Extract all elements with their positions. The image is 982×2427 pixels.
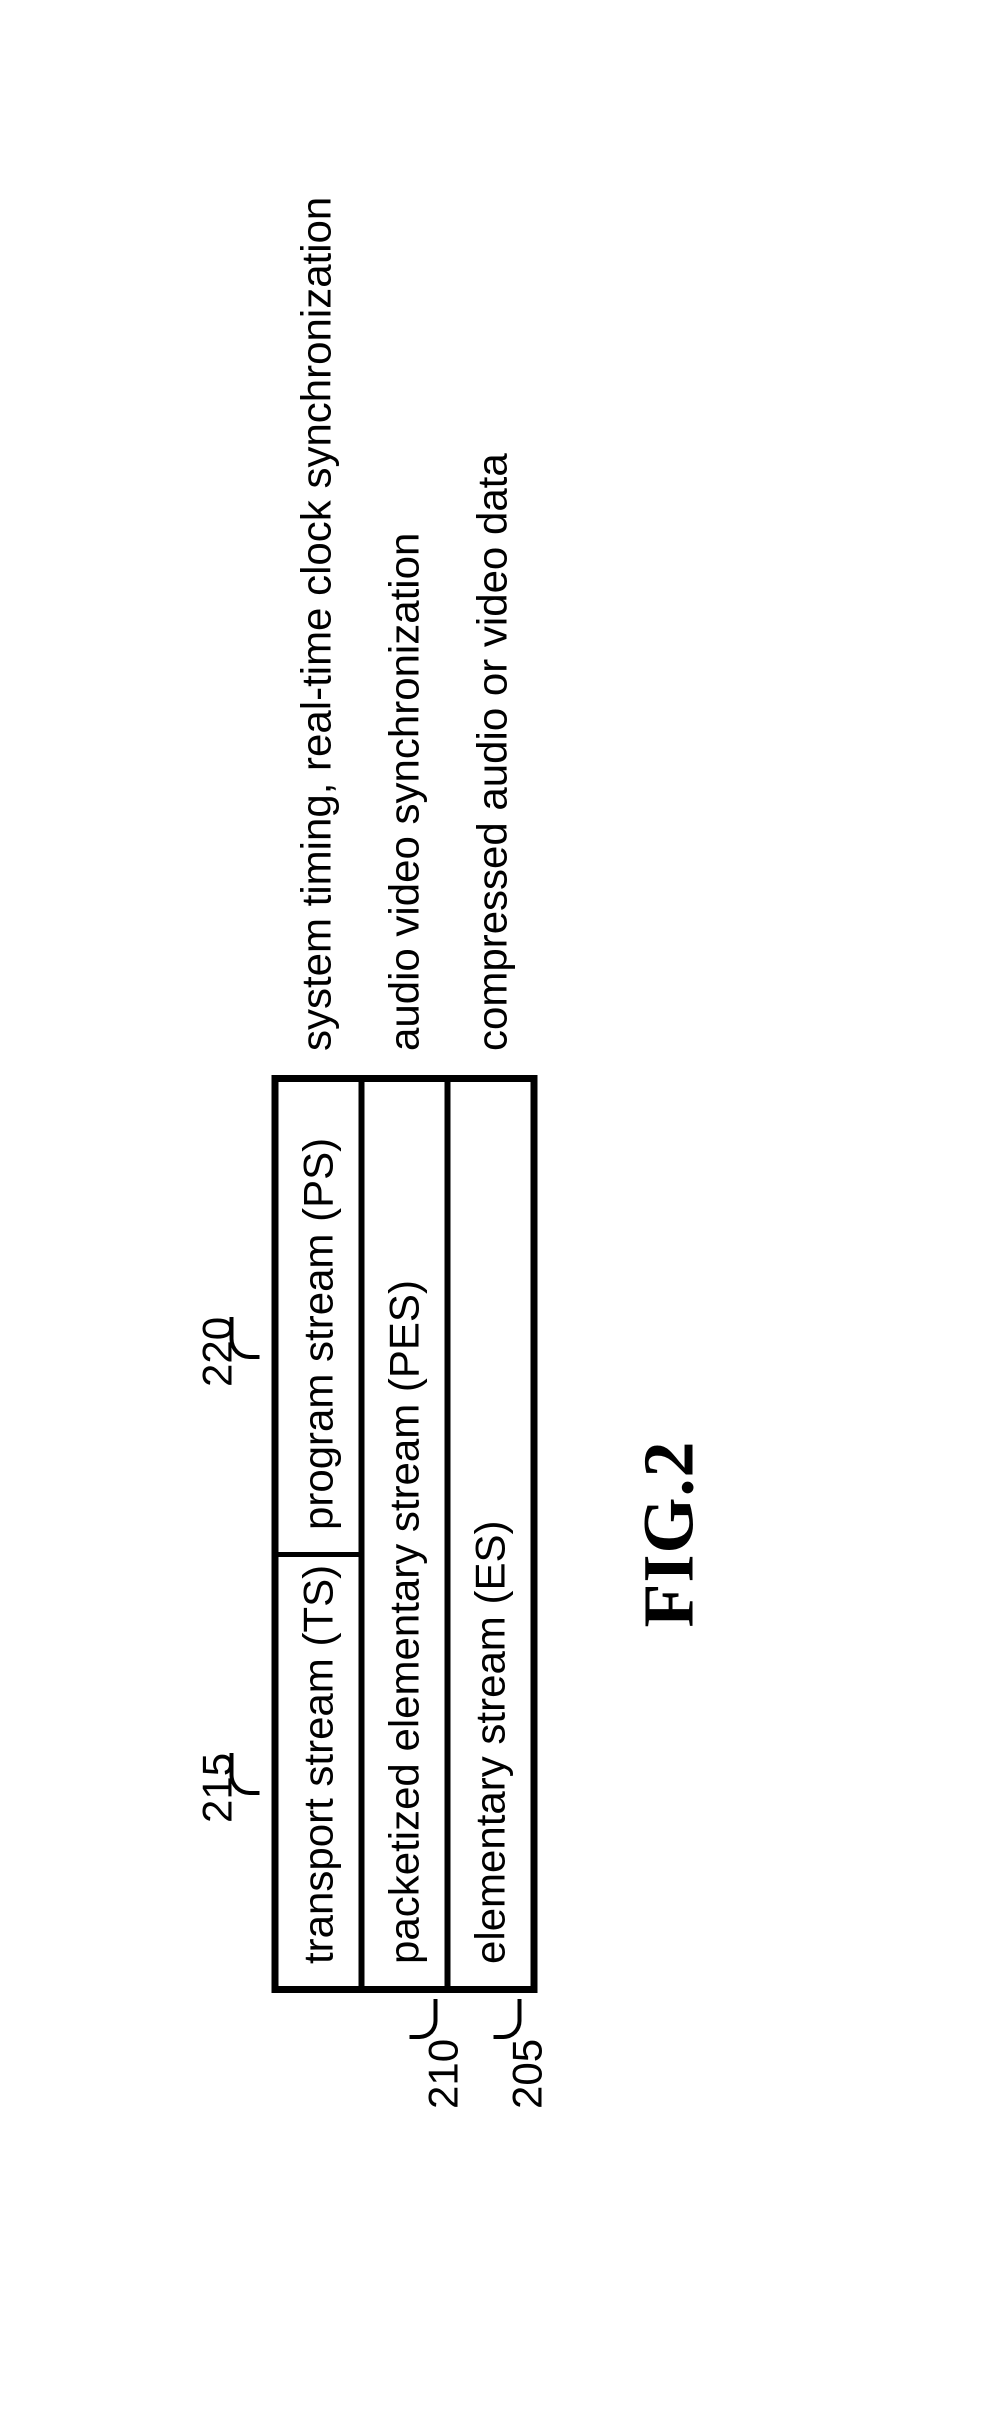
row-3-container: elementary stream (ES) compressed audio …: [448, 197, 538, 1993]
callout-205-label: 205: [504, 2039, 552, 2109]
figure-label: FIG.2: [628, 1075, 711, 1993]
cell-es: elementary stream (ES): [451, 1082, 531, 1986]
callout-210-hook: [410, 1999, 438, 2039]
callout-210-label: 210: [420, 2039, 468, 2109]
table-row-2: packetized elementary stream (PES): [362, 1075, 448, 1993]
row-3-side-label: compressed audio or video data: [469, 453, 517, 1051]
cell-ps: program stream (PS): [279, 1082, 359, 1552]
table-row-1: transport stream (TS) program stream (PS…: [272, 1075, 362, 1993]
diagram-horizontal-layout: 215 220 210 205 transport stream (TS) pr…: [272, 313, 711, 2113]
callout-205-hook: [494, 1999, 522, 2039]
cell-ts: transport stream (TS): [279, 1552, 359, 1986]
row-2-container: packetized elementary stream (PES) audio…: [362, 197, 448, 1993]
callout-215-hook: [230, 1753, 260, 1795]
callout-220-hook: [230, 1317, 260, 1359]
row-2-side-label: audio video synchronization: [381, 533, 429, 1051]
table-row-3: elementary stream (ES): [448, 1075, 538, 1993]
table-with-callouts: 215 220 210 205 transport stream (TS) pr…: [272, 197, 711, 1993]
row-1-container: transport stream (TS) program stream (PS…: [272, 197, 362, 1993]
diagram-rotated-wrapper: 215 220 210 205 transport stream (TS) pr…: [272, 313, 711, 2113]
row-1-side-label: system timing, real-time clock synchroni…: [293, 197, 341, 1051]
cell-pes: packetized elementary stream (PES): [365, 1082, 445, 1986]
